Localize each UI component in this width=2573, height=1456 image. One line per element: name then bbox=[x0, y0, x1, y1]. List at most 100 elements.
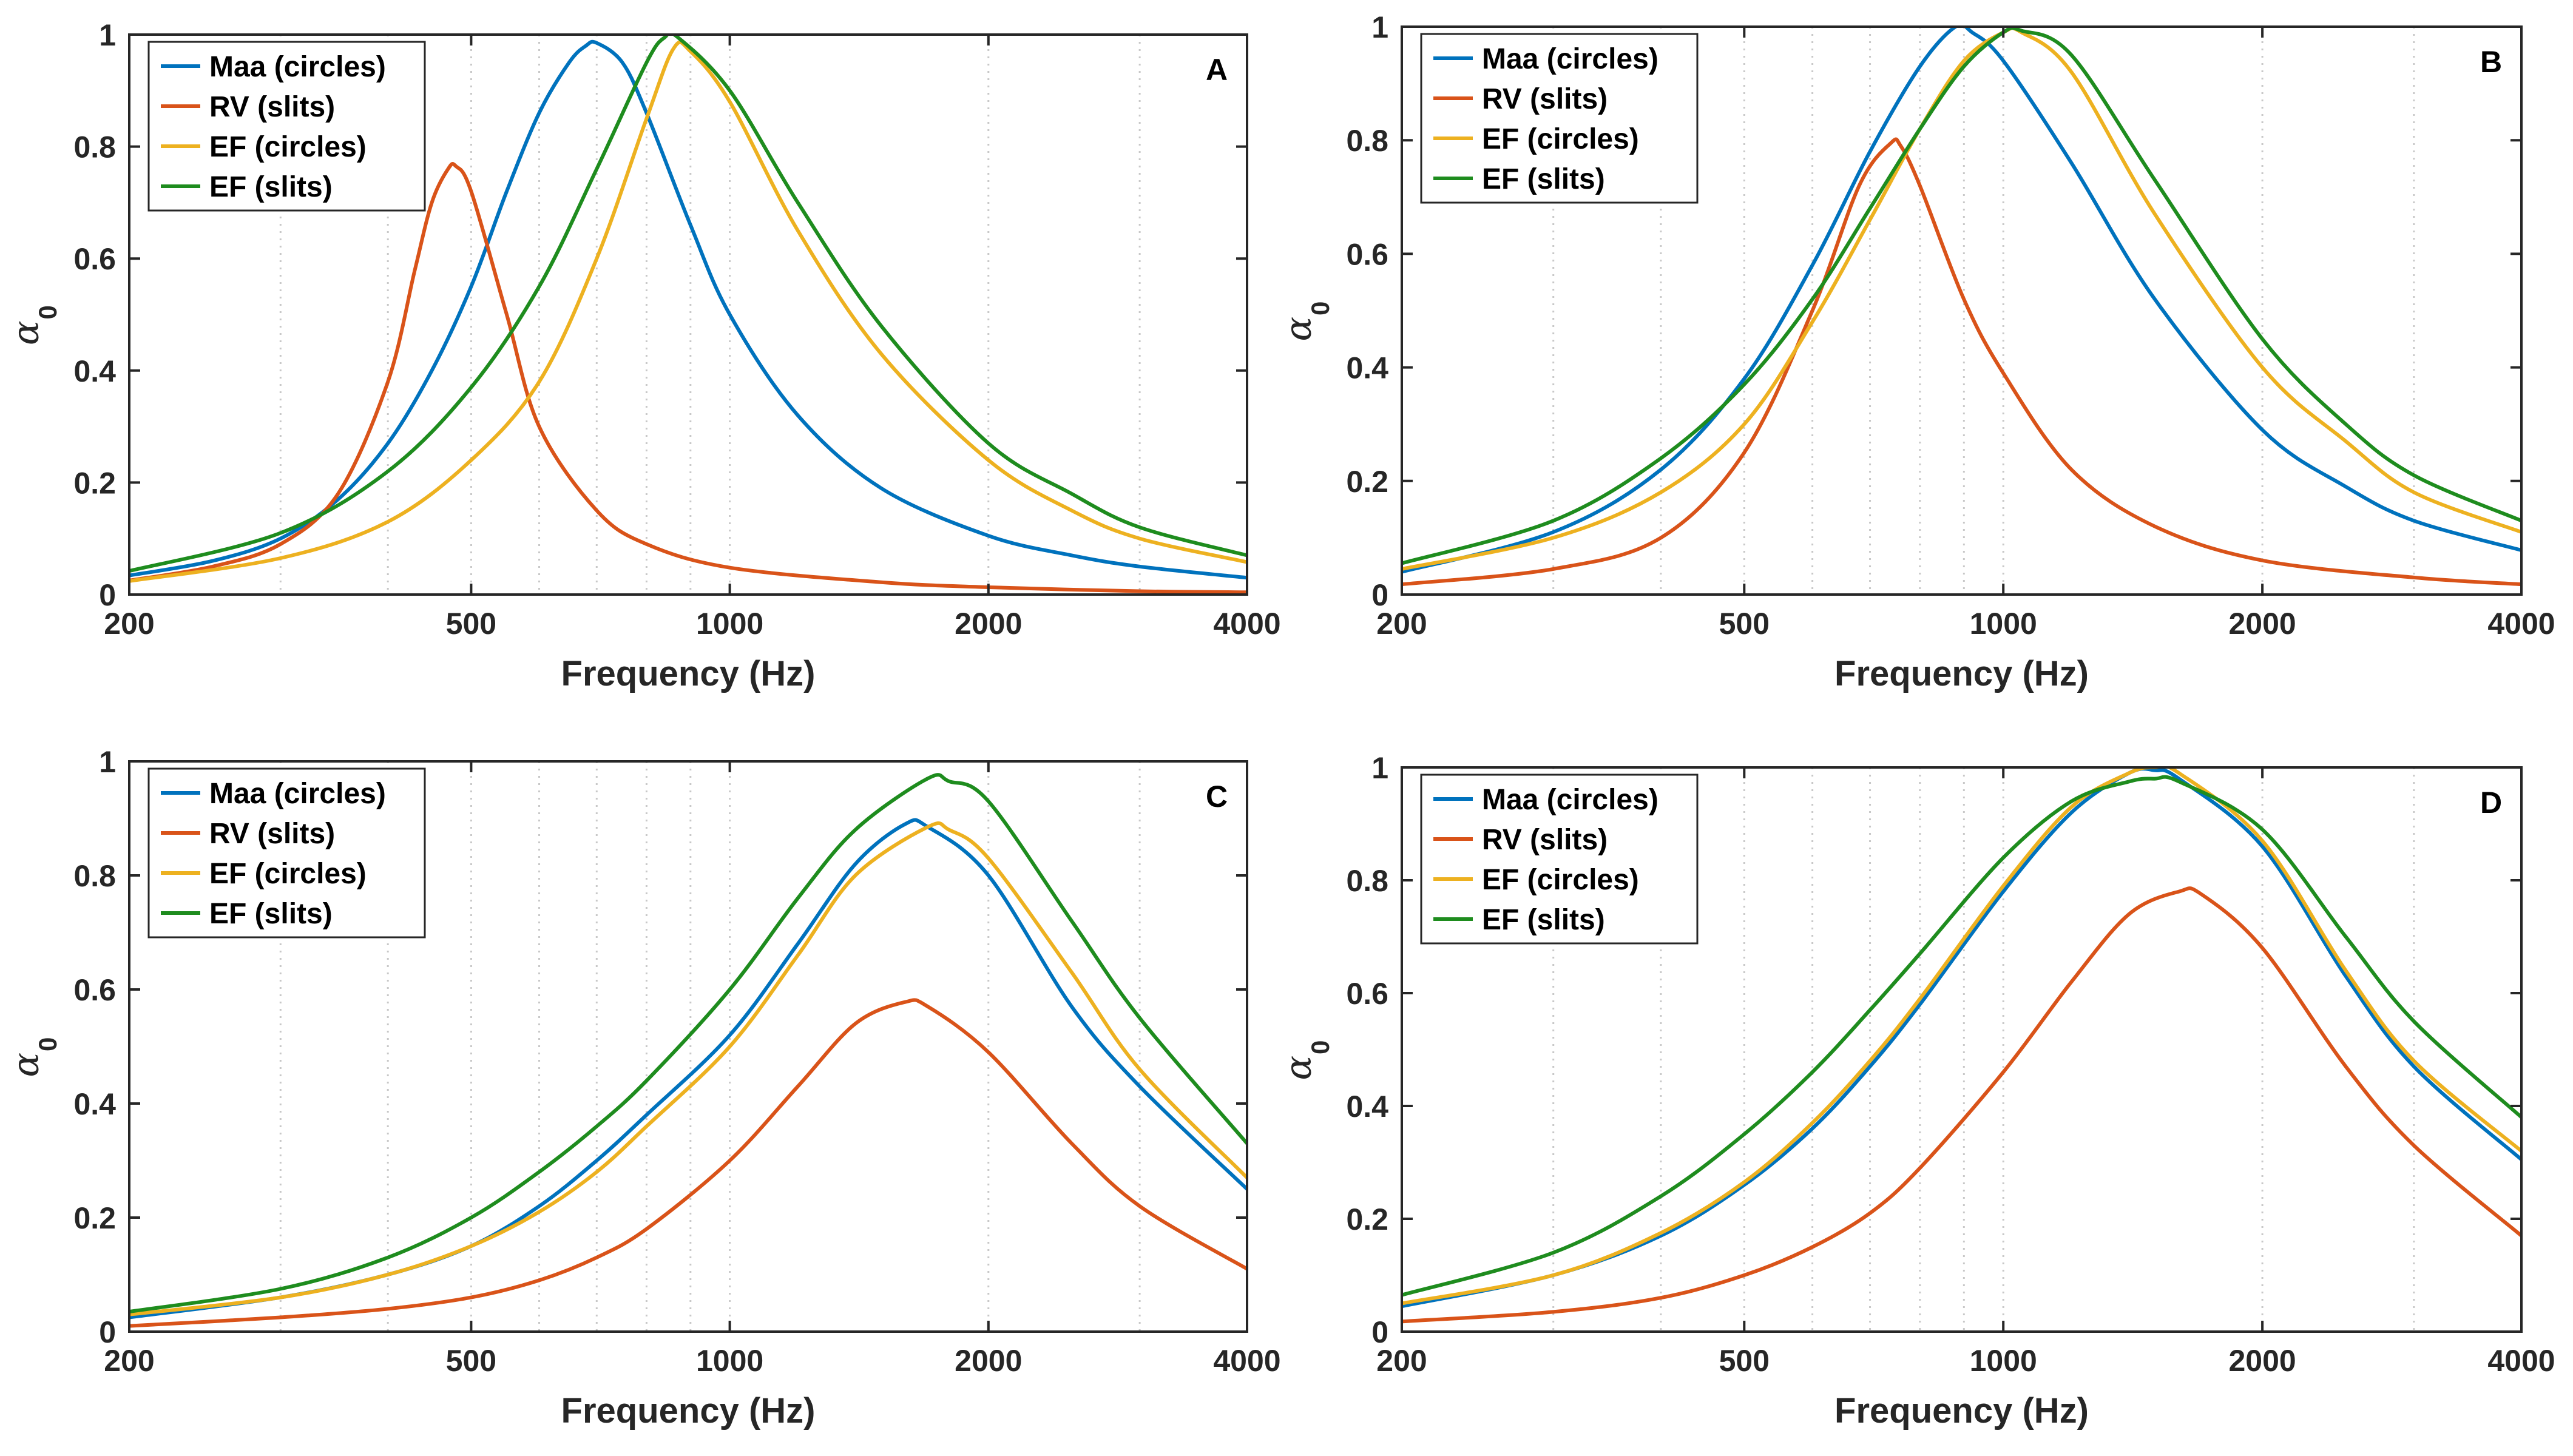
y-tick-label: 1 bbox=[99, 18, 116, 52]
legend: Maa (circles) RV (slits) EF (circles) EF (s… bbox=[1420, 774, 1699, 945]
y-tick-label: 0.2 bbox=[1346, 465, 1388, 499]
legend-item: RV (slits) bbox=[161, 818, 335, 850]
legend-label: EF (circles) bbox=[1482, 123, 1639, 155]
y-tick-label: 0 bbox=[99, 578, 116, 612]
legend-item: EF (circles) bbox=[161, 131, 367, 163]
legend-box bbox=[147, 41, 426, 212]
legend-item: Maa (circles) bbox=[161, 778, 386, 810]
series-line-ef-circles bbox=[1402, 27, 2521, 571]
legend-label: EF (slits) bbox=[1482, 163, 1605, 195]
legend-item: RV (slits) bbox=[161, 91, 335, 123]
x-tick-label: 1000 bbox=[696, 1344, 763, 1378]
legend-box bbox=[147, 767, 426, 939]
x-tick-label: 200 bbox=[1376, 1344, 1427, 1378]
legend-label: EF (slits) bbox=[209, 898, 333, 930]
y-tick-label: 1 bbox=[1371, 10, 1388, 44]
y-tick-label: 0.4 bbox=[1346, 1090, 1388, 1124]
legend-label: EF (circles) bbox=[209, 131, 367, 163]
y-axis-label-symbol: α bbox=[5, 1053, 47, 1077]
x-tick-label: 200 bbox=[1376, 607, 1427, 641]
y-axis-label-symbol: α bbox=[1277, 1056, 1320, 1080]
x-tick-label: 4000 bbox=[1213, 607, 1280, 641]
series-line-ef-circles bbox=[1402, 767, 2521, 1306]
y-axis-label-subscript: 0 bbox=[33, 305, 62, 319]
chart-panel-c: 200 500 1000 2000 4000 0 0.2 0.4 0.6 0.8 1 Frequenc… bbox=[5, 745, 1281, 1431]
y-axis-label-symbol: α bbox=[5, 321, 47, 346]
series-line-rv-slits bbox=[1402, 137, 2521, 587]
legend-item: Maa (circles) bbox=[1433, 43, 1658, 75]
panel-label: C bbox=[1206, 780, 1228, 814]
series-line-ef-circles bbox=[129, 40, 1247, 583]
chart-panel-b: 200 500 1000 2000 4000 0 0.2 0.4 0.6 0.8 1 Frequenc… bbox=[1277, 10, 2555, 693]
y-axis-label: α0 bbox=[1277, 302, 1334, 342]
series-line-maa-circles bbox=[1402, 767, 2521, 1309]
legend: Maa (circles) RV (slits) EF (circles) EF (s… bbox=[147, 767, 426, 939]
series-line-maa-circles bbox=[1402, 27, 2521, 574]
y-tick-label: 0.8 bbox=[73, 859, 116, 893]
axes-box bbox=[128, 33, 1248, 596]
legend-item: EF (slits) bbox=[1433, 163, 1605, 195]
axes-box bbox=[128, 760, 1248, 1333]
x-tick-label: 500 bbox=[446, 1344, 496, 1378]
y-tick-label: 1 bbox=[99, 745, 116, 779]
y-axis-label-subscript: 0 bbox=[1306, 1040, 1334, 1054]
y-tick-label: 0.6 bbox=[1346, 977, 1388, 1011]
series-line-rv-slits bbox=[129, 998, 1247, 1328]
x-tick-label: 500 bbox=[1719, 607, 1770, 641]
x-tick-label: 2000 bbox=[2228, 1344, 2296, 1378]
x-tick-label: 4000 bbox=[2487, 1344, 2555, 1378]
legend-label: EF (circles) bbox=[209, 858, 367, 890]
x-axis-label: Frequency (Hz) bbox=[561, 654, 816, 693]
x-tick-label: 2000 bbox=[955, 607, 1022, 641]
legend-label: Maa (circles) bbox=[1482, 43, 1658, 75]
legend-item: Maa (circles) bbox=[1433, 784, 1658, 816]
legend-item: Maa (circles) bbox=[161, 51, 386, 83]
x-axis-label: Frequency (Hz) bbox=[561, 1391, 816, 1431]
y-axis-label-symbol: α bbox=[1277, 317, 1320, 342]
legend-item: EF (circles) bbox=[161, 858, 367, 890]
legend-label: EF (slits) bbox=[209, 171, 333, 203]
series-line-maa-circles bbox=[129, 39, 1247, 580]
legend-item: EF (slits) bbox=[161, 898, 333, 930]
x-tick-label: 2000 bbox=[2228, 607, 2296, 641]
axes-box bbox=[1401, 25, 2523, 596]
y-tick-label: 0.8 bbox=[73, 130, 116, 164]
panel-label: A bbox=[1206, 53, 1228, 87]
legend-label: RV (slits) bbox=[209, 91, 335, 123]
x-tick-label: 500 bbox=[446, 607, 496, 641]
y-tick-label: 0 bbox=[1371, 1315, 1388, 1349]
y-tick-label: 0.2 bbox=[73, 466, 116, 500]
legend-item: EF (circles) bbox=[1433, 864, 1639, 896]
legend-box bbox=[1420, 774, 1699, 945]
x-axis-label: Frequency (Hz) bbox=[1834, 654, 2089, 693]
y-tick-label: 0.8 bbox=[1346, 124, 1388, 158]
legend: Maa (circles) RV (slits) EF (circles) EF (s… bbox=[1420, 33, 1699, 204]
legend-item: RV (slits) bbox=[1433, 83, 1608, 115]
chart-panel-d: 200 500 1000 2000 4000 0 0.2 0.4 0.6 0.8 1 Frequenc… bbox=[1277, 751, 2555, 1431]
x-tick-label: 200 bbox=[104, 1344, 154, 1378]
axes-box bbox=[1401, 766, 2523, 1333]
series-line-ef-slits bbox=[1402, 27, 2521, 565]
x-tick-label: 200 bbox=[104, 607, 154, 641]
series-line-rv-slits bbox=[1402, 886, 2521, 1324]
x-tick-label: 1000 bbox=[1970, 607, 2037, 641]
legend-label: Maa (circles) bbox=[209, 778, 386, 810]
legend-box bbox=[1420, 33, 1699, 204]
chart-panel-a: 200 500 1000 2000 4000 0 0.2 0.4 0.6 0.8 1 Frequenc… bbox=[5, 18, 1281, 693]
x-tick-label: 2000 bbox=[955, 1344, 1022, 1378]
y-axis-label: α0 bbox=[1277, 1040, 1334, 1080]
legend-item: EF (slits) bbox=[1433, 904, 1605, 936]
series-line-ef-slits bbox=[129, 35, 1247, 573]
y-axis-label-subscript: 0 bbox=[1306, 302, 1334, 315]
legend-label: Maa (circles) bbox=[1482, 784, 1658, 816]
legend-label: EF (slits) bbox=[1482, 904, 1605, 936]
y-tick-label: 1 bbox=[1371, 751, 1388, 785]
y-axis-label: α0 bbox=[5, 1037, 62, 1077]
legend-item: EF (slits) bbox=[161, 171, 333, 203]
y-tick-label: 0.6 bbox=[1346, 237, 1388, 271]
x-tick-label: 1000 bbox=[696, 607, 763, 641]
series-line-ef-slits bbox=[129, 773, 1247, 1314]
legend-label: RV (slits) bbox=[1482, 83, 1608, 115]
y-tick-label: 0.4 bbox=[73, 354, 116, 388]
